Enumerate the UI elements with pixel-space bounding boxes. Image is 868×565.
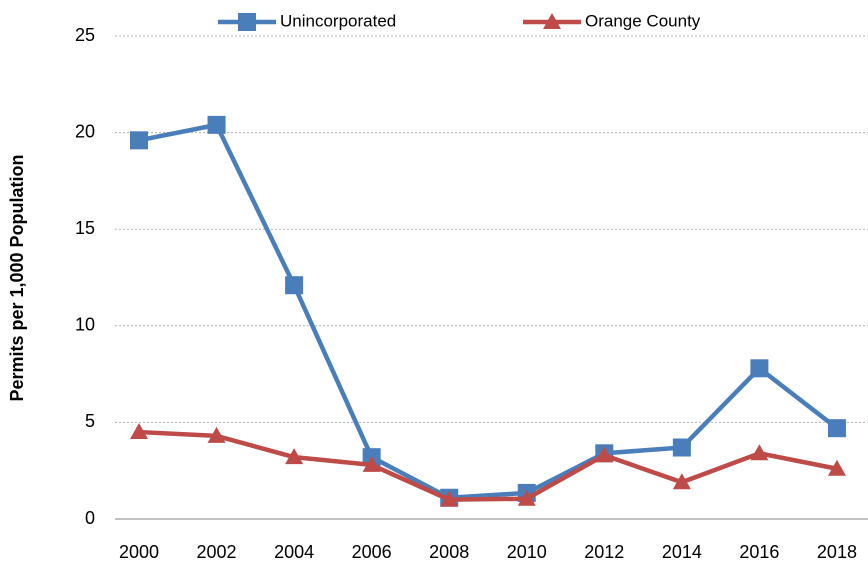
data-point [207, 426, 226, 443]
y-tick-label: 25 [75, 25, 95, 45]
x-tick-label: 2008 [429, 542, 469, 562]
y-tick-label: 15 [75, 218, 95, 238]
x-tick-label: 2004 [274, 542, 314, 562]
data-point [517, 489, 536, 506]
y-axis-title: Permits per 1,000 Population [7, 154, 27, 401]
data-point [285, 448, 304, 465]
data-point [750, 444, 769, 461]
data-point [827, 419, 846, 438]
y-tick-label: 10 [75, 315, 95, 335]
legend-marker [543, 13, 561, 29]
y-tick-label: 20 [75, 121, 95, 141]
x-tick-label: 2010 [507, 542, 547, 562]
data-point [595, 446, 614, 463]
x-tick-label: 2006 [352, 542, 392, 562]
legend-marker [238, 13, 256, 31]
data-point [130, 423, 148, 440]
legend-text: Unincorporated [280, 11, 396, 30]
data-point [207, 115, 226, 134]
data-point [130, 131, 148, 150]
data-point [750, 359, 769, 378]
x-tick-label: 2002 [197, 542, 237, 562]
data-point [285, 276, 304, 295]
y-tick-label: 5 [85, 411, 95, 431]
data-point [362, 455, 381, 472]
x-tick-label: 2000 [119, 542, 159, 562]
data-point [672, 473, 691, 490]
x-tick-label: 2012 [584, 542, 624, 562]
data-point [672, 438, 691, 457]
x-tick-label: 2014 [662, 542, 702, 562]
data-point [827, 459, 846, 476]
series-line [138, 122, 839, 500]
legend-text: Orange County [585, 11, 701, 30]
series-line [138, 429, 838, 502]
x-tick-label: 2018 [817, 542, 857, 562]
y-tick-label: 0 [85, 508, 95, 528]
data-point [440, 490, 459, 507]
x-tick-label: 2016 [739, 542, 779, 562]
